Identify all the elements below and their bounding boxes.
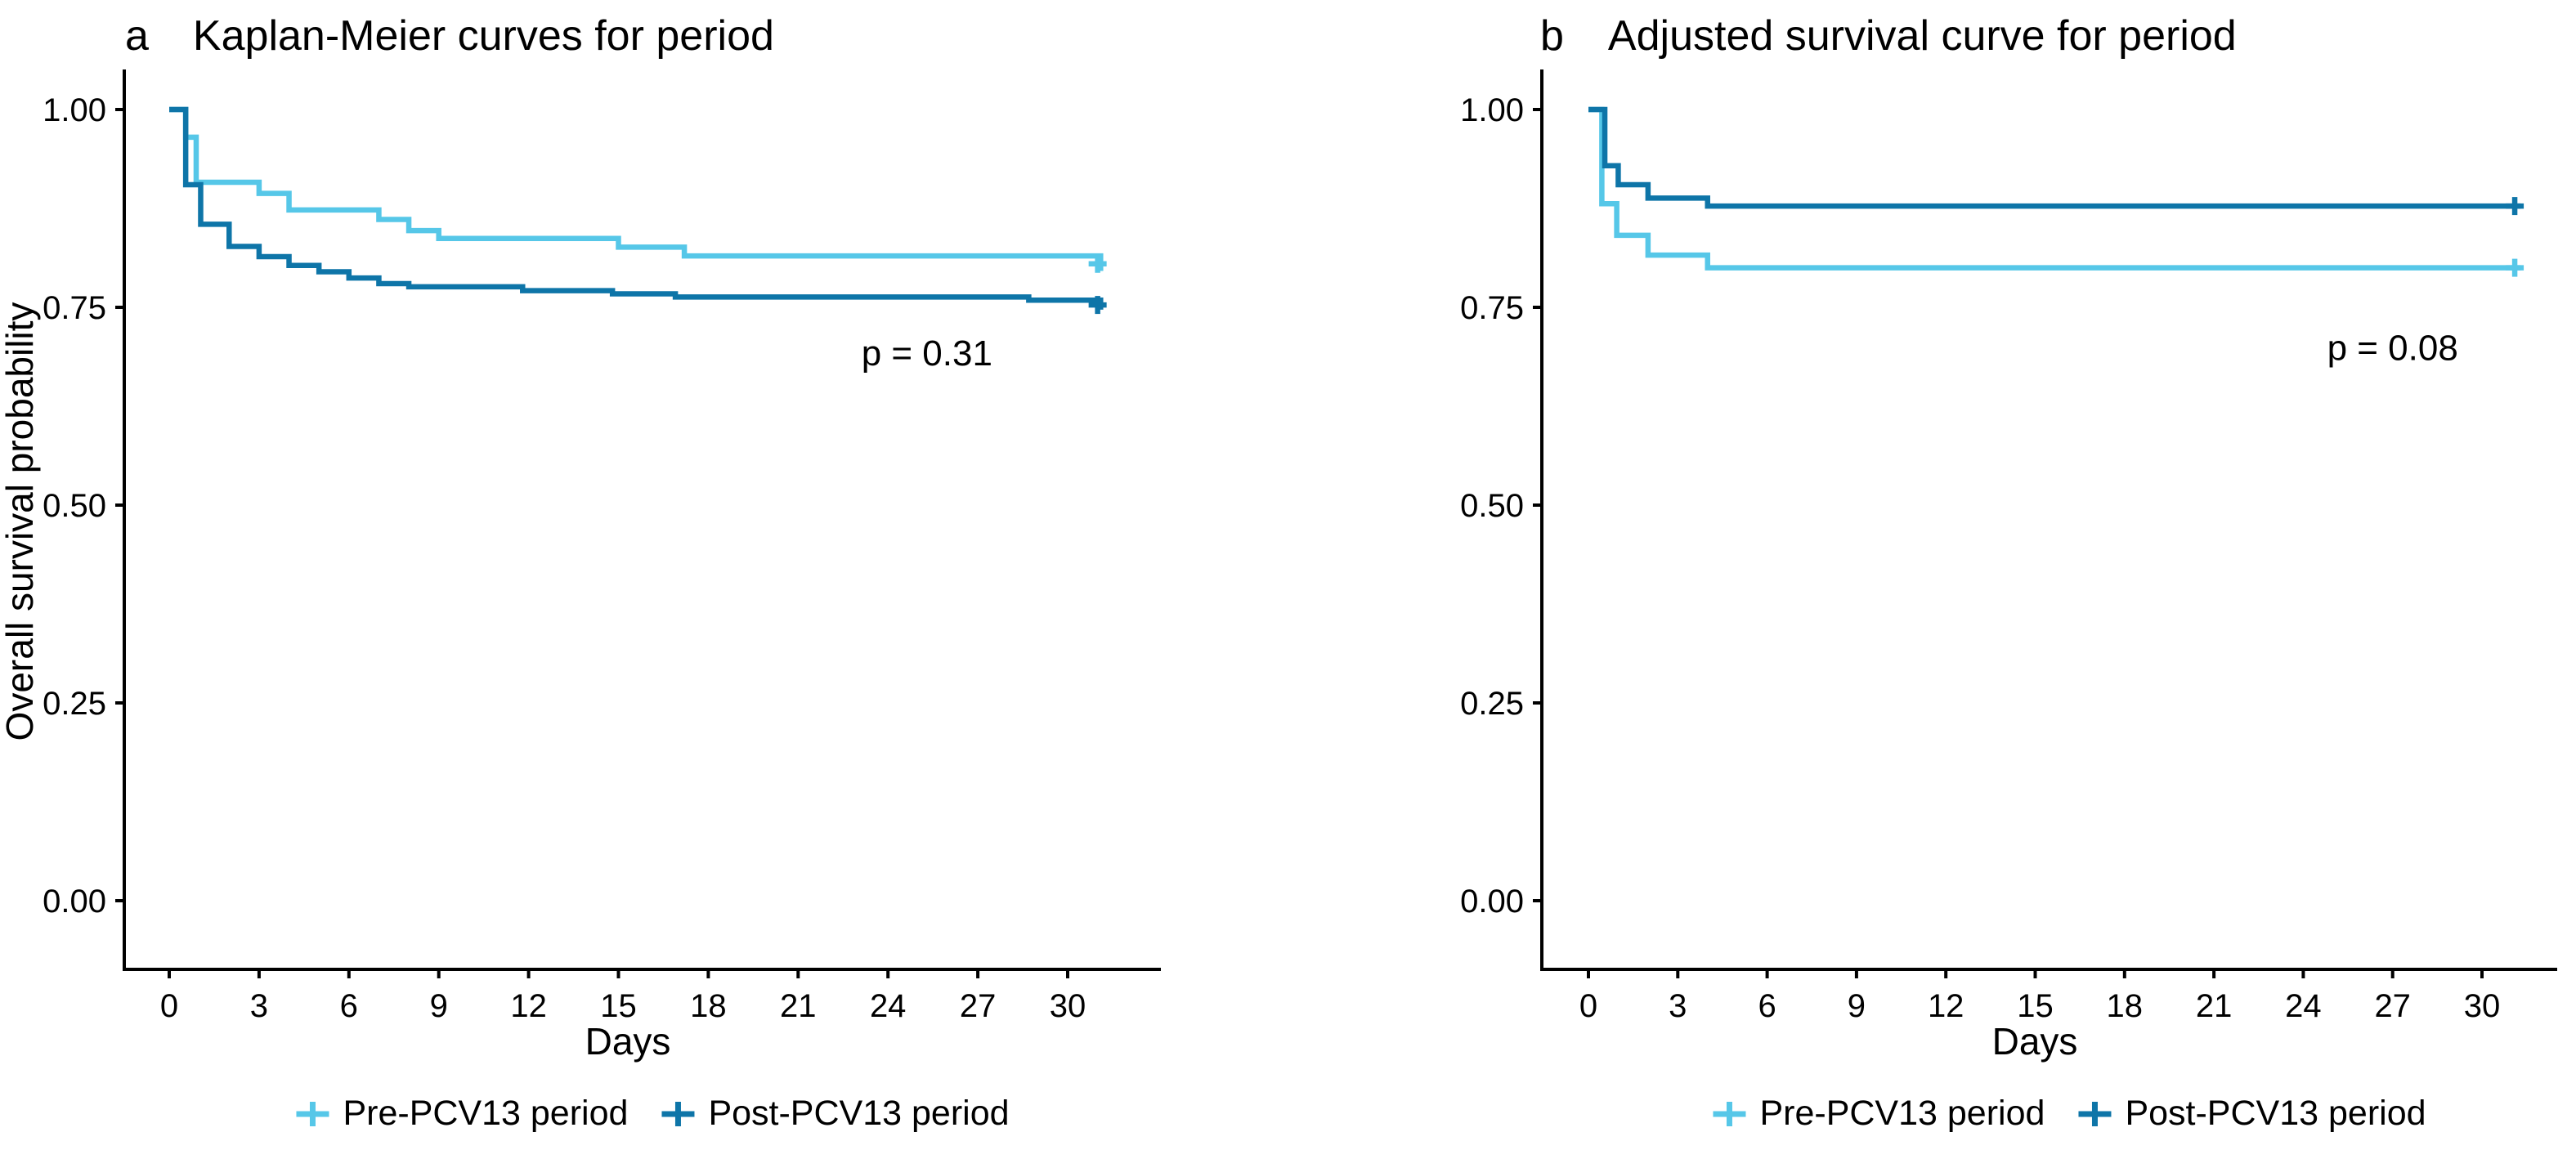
panel-a-title: a Kaplan-Meier curves for period	[125, 11, 774, 60]
x-tick-label: 30	[1050, 988, 1086, 1024]
censor-plus-icon	[1710, 1098, 1748, 1130]
x-tick-label: 27	[2374, 988, 2411, 1024]
panel-a-legend: Pre-PCV13 period Post-PCV13 period	[293, 1094, 1010, 1134]
y-tick-label: 0.00	[43, 884, 106, 920]
x-axis-title: Days	[585, 1020, 671, 1063]
y-tick-label: 0.25	[1460, 686, 1524, 722]
x-tick-label: 0	[1579, 988, 1597, 1024]
legend-item-pre: Pre-PCV13 period	[1710, 1094, 2045, 1134]
x-tick-label: 15	[600, 988, 637, 1024]
legend-item-post: Post-PCV13 period	[2076, 1094, 2426, 1134]
y-axis-title: Overall survival probability	[0, 302, 41, 741]
x-tick-label: 24	[2285, 988, 2322, 1024]
x-tick-label: 21	[2196, 988, 2233, 1024]
panel-b-letter: b	[1540, 12, 1564, 60]
x-axis-title: Days	[1992, 1020, 2078, 1063]
x-tick-label: 12	[510, 988, 547, 1024]
panel-b-legend: Pre-PCV13 period Post-PCV13 period	[1710, 1094, 2426, 1134]
panel-a: 1.00 0.75 0.50 0.25 0.00 0 3 6 9 12 15 18 21 24 27 30 Da…	[0, 69, 1161, 1063]
survival-curve-post	[169, 106, 1104, 310]
x-tick-label: 24	[870, 988, 907, 1024]
censor-plus-icon	[293, 1098, 331, 1130]
x-tick-label: 12	[1928, 988, 1964, 1024]
x-tick-label: 9	[430, 988, 448, 1024]
x-tick-label: 18	[2107, 988, 2144, 1024]
panel-b-title-text: Adjusted survival curve for period	[1607, 12, 2237, 60]
panel-b-title: b Adjusted survival curve for period	[1540, 11, 2237, 60]
legend-label-post: Post-PCV13 period	[2125, 1094, 2426, 1133]
x-tick-label: 6	[1758, 988, 1776, 1024]
censor-plus-icon	[2076, 1098, 2113, 1130]
x-tick-label: 3	[1669, 988, 1687, 1024]
x-tick-label: 30	[2464, 988, 2501, 1024]
x-tick-label: 15	[2017, 988, 2054, 1024]
survival-curve-pre	[1588, 106, 2521, 271]
x-tick-label: 9	[1848, 988, 1866, 1024]
survival-curve-post	[1588, 106, 2521, 209]
y-tick-label: 0.50	[43, 488, 106, 524]
legend-label-pre: Pre-PCV13 period	[343, 1094, 629, 1133]
survival-curve-pre	[169, 106, 1104, 271]
p-value-label: p = 0.31	[862, 333, 992, 374]
censor-mark-pre	[2506, 258, 2524, 277]
legend-label-pre: Pre-PCV13 period	[1759, 1094, 2045, 1133]
x-tick-label: 6	[340, 988, 358, 1024]
y-tick-label: 1.00	[1460, 92, 1524, 128]
censor-mark-pre	[1088, 254, 1107, 273]
x-tick-label: 18	[690, 988, 727, 1024]
legend-item-pre: Pre-PCV13 period	[293, 1094, 628, 1134]
censor-mark-post	[1088, 296, 1107, 315]
legend-item-post: Post-PCV13 period	[659, 1094, 1010, 1134]
x-tick-label: 0	[160, 988, 178, 1024]
y-tick-label: 0.25	[43, 686, 106, 722]
y-tick-label: 0.00	[1460, 884, 1524, 920]
x-tick-label: 27	[960, 988, 997, 1024]
y-tick-label: 1.00	[43, 92, 106, 128]
x-tick-label: 3	[250, 988, 268, 1024]
x-tick-label: 21	[780, 988, 817, 1024]
y-tick-label: 0.75	[1460, 290, 1524, 326]
panel-b: 1.00 0.75 0.50 0.25 0.00 0 3 6 9 12 15 18 21 24 27 30 Da…	[1460, 69, 2557, 1063]
y-tick-label: 0.50	[1460, 488, 1524, 524]
p-value-label: p = 0.08	[2327, 328, 2458, 368]
legend-label-post: Post-PCV13 period	[708, 1094, 1010, 1133]
y-tick-label: 0.75	[43, 290, 106, 326]
panel-a-letter: a	[125, 12, 149, 60]
panel-a-title-text: Kaplan-Meier curves for period	[192, 12, 774, 60]
censor-plus-icon	[659, 1098, 697, 1130]
censor-mark-post	[2506, 197, 2524, 216]
